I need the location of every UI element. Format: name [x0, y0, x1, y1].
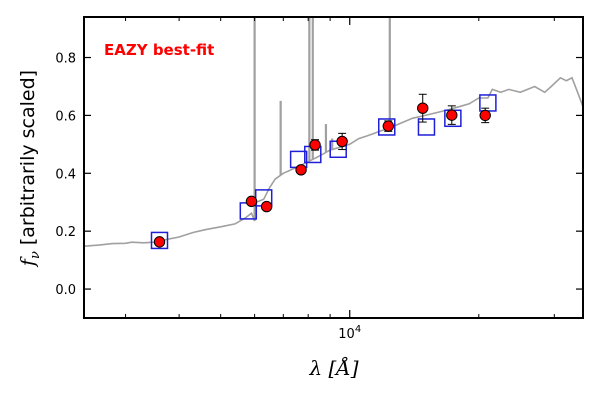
- observed-photometry-point: [336, 135, 348, 148]
- y-axis: 0.0 0.2 0.4 0.6 0.8: [55, 52, 583, 298]
- model-photometry-square: [150, 231, 169, 250]
- observed-photometry-point: [260, 200, 273, 213]
- observed-photometry-point: [446, 109, 458, 121]
- plot-frame: [83, 16, 584, 319]
- plot-area: [84, 17, 583, 250]
- x-tick-label-base: 10: [338, 327, 355, 342]
- observed-photometry-point: [153, 236, 166, 248]
- annotation-label: EAZY best-fit: [104, 41, 214, 59]
- y-axis-label-symbol: f: [17, 256, 39, 268]
- y-axis-label-subscript: ν: [28, 251, 43, 259]
- x-axis: 104: [125, 17, 555, 342]
- x-tick-label: 104: [338, 324, 361, 342]
- y-axis-label: fν [arbitrarily scaled]: [17, 70, 43, 268]
- observed-photometry-point: [417, 102, 429, 114]
- y-tick-label: 0.6: [55, 109, 76, 124]
- observed-photometry-point: [309, 139, 321, 151]
- observed-photometry-point: [295, 164, 307, 176]
- observed-photometry-point: [382, 120, 394, 132]
- y-axis-label-text: [arbitrarily scaled]: [17, 70, 39, 245]
- y-tick-label: 0.8: [55, 52, 76, 67]
- x-axis-label: λ [Å]: [308, 355, 358, 380]
- y-tick-label: 0.4: [55, 167, 76, 182]
- observed-photometry-point: [479, 109, 491, 122]
- y-tick-label: 0.0: [55, 283, 76, 298]
- y-tick-label: 0.2: [55, 225, 76, 240]
- svg-text:fν[arbitrarily scaled]: fν [arbitrarily scaled]: [17, 70, 43, 268]
- plot-content: [84, 17, 583, 250]
- model-photometry-square: [378, 118, 396, 136]
- x-tick-label-exponent: 4: [355, 324, 361, 335]
- model-photometry-square: [417, 118, 436, 136]
- model-sed-line: [84, 76, 583, 247]
- observed-photometry-point: [245, 195, 258, 208]
